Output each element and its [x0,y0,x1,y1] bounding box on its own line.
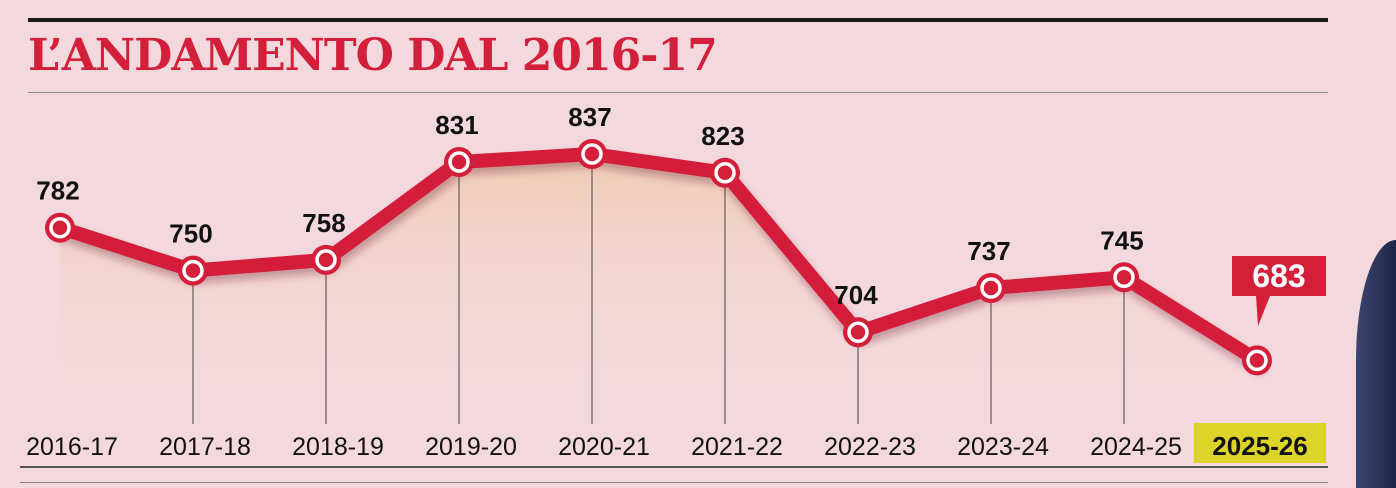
value-label: 737 [967,236,1010,266]
value-label-highlight: 683 [1252,258,1305,294]
value-label: 782 [36,176,79,206]
data-point-ring [49,216,71,239]
value-label: 831 [435,110,478,140]
series-line [53,147,1264,368]
data-point-ring [1246,349,1268,372]
data-point-ring [448,151,470,173]
title-rule [28,92,1328,93]
value-label: 745 [1100,225,1143,255]
value-label: 758 [302,208,345,238]
x-tick-label-highlight: 2025-26 [1212,431,1307,461]
bottom-rule [20,466,1328,468]
data-point-ring [581,143,603,165]
area-fill [60,154,1257,420]
x-tick-label: 2019-20 [425,433,517,461]
value-label: 837 [568,102,611,132]
x-tick-label: 2023-24 [957,433,1049,461]
x-tick-label: 2018-19 [292,433,384,461]
value-label: 823 [701,121,744,151]
x-tick-label: 2022-23 [824,433,916,461]
top-rule [28,18,1328,22]
x-tick-label: 2020-21 [558,433,650,461]
data-point-ring [315,249,337,271]
data-point-ring [847,321,869,343]
x-tick-label: 2024-25 [1090,433,1182,461]
x-tick-label: 2016-17 [26,433,118,461]
data-point-ring [182,259,204,282]
x-tick-label: 2021-22 [691,433,783,461]
value-label: 750 [169,219,212,249]
highlight-callout: 683 [1232,256,1326,326]
highlight-category-bg [1194,423,1326,463]
data-point-ring [714,162,736,184]
bottom-rule-secondary [20,482,1328,483]
chart-title: L’ANDAMENTO DAL 2016-17 [28,30,718,81]
data-point-ring [980,277,1002,299]
data-point-ring [1113,266,1135,289]
x-tick-label: 2017-18 [159,433,251,461]
value-label: 704 [834,280,878,310]
callout-box [1232,256,1326,326]
